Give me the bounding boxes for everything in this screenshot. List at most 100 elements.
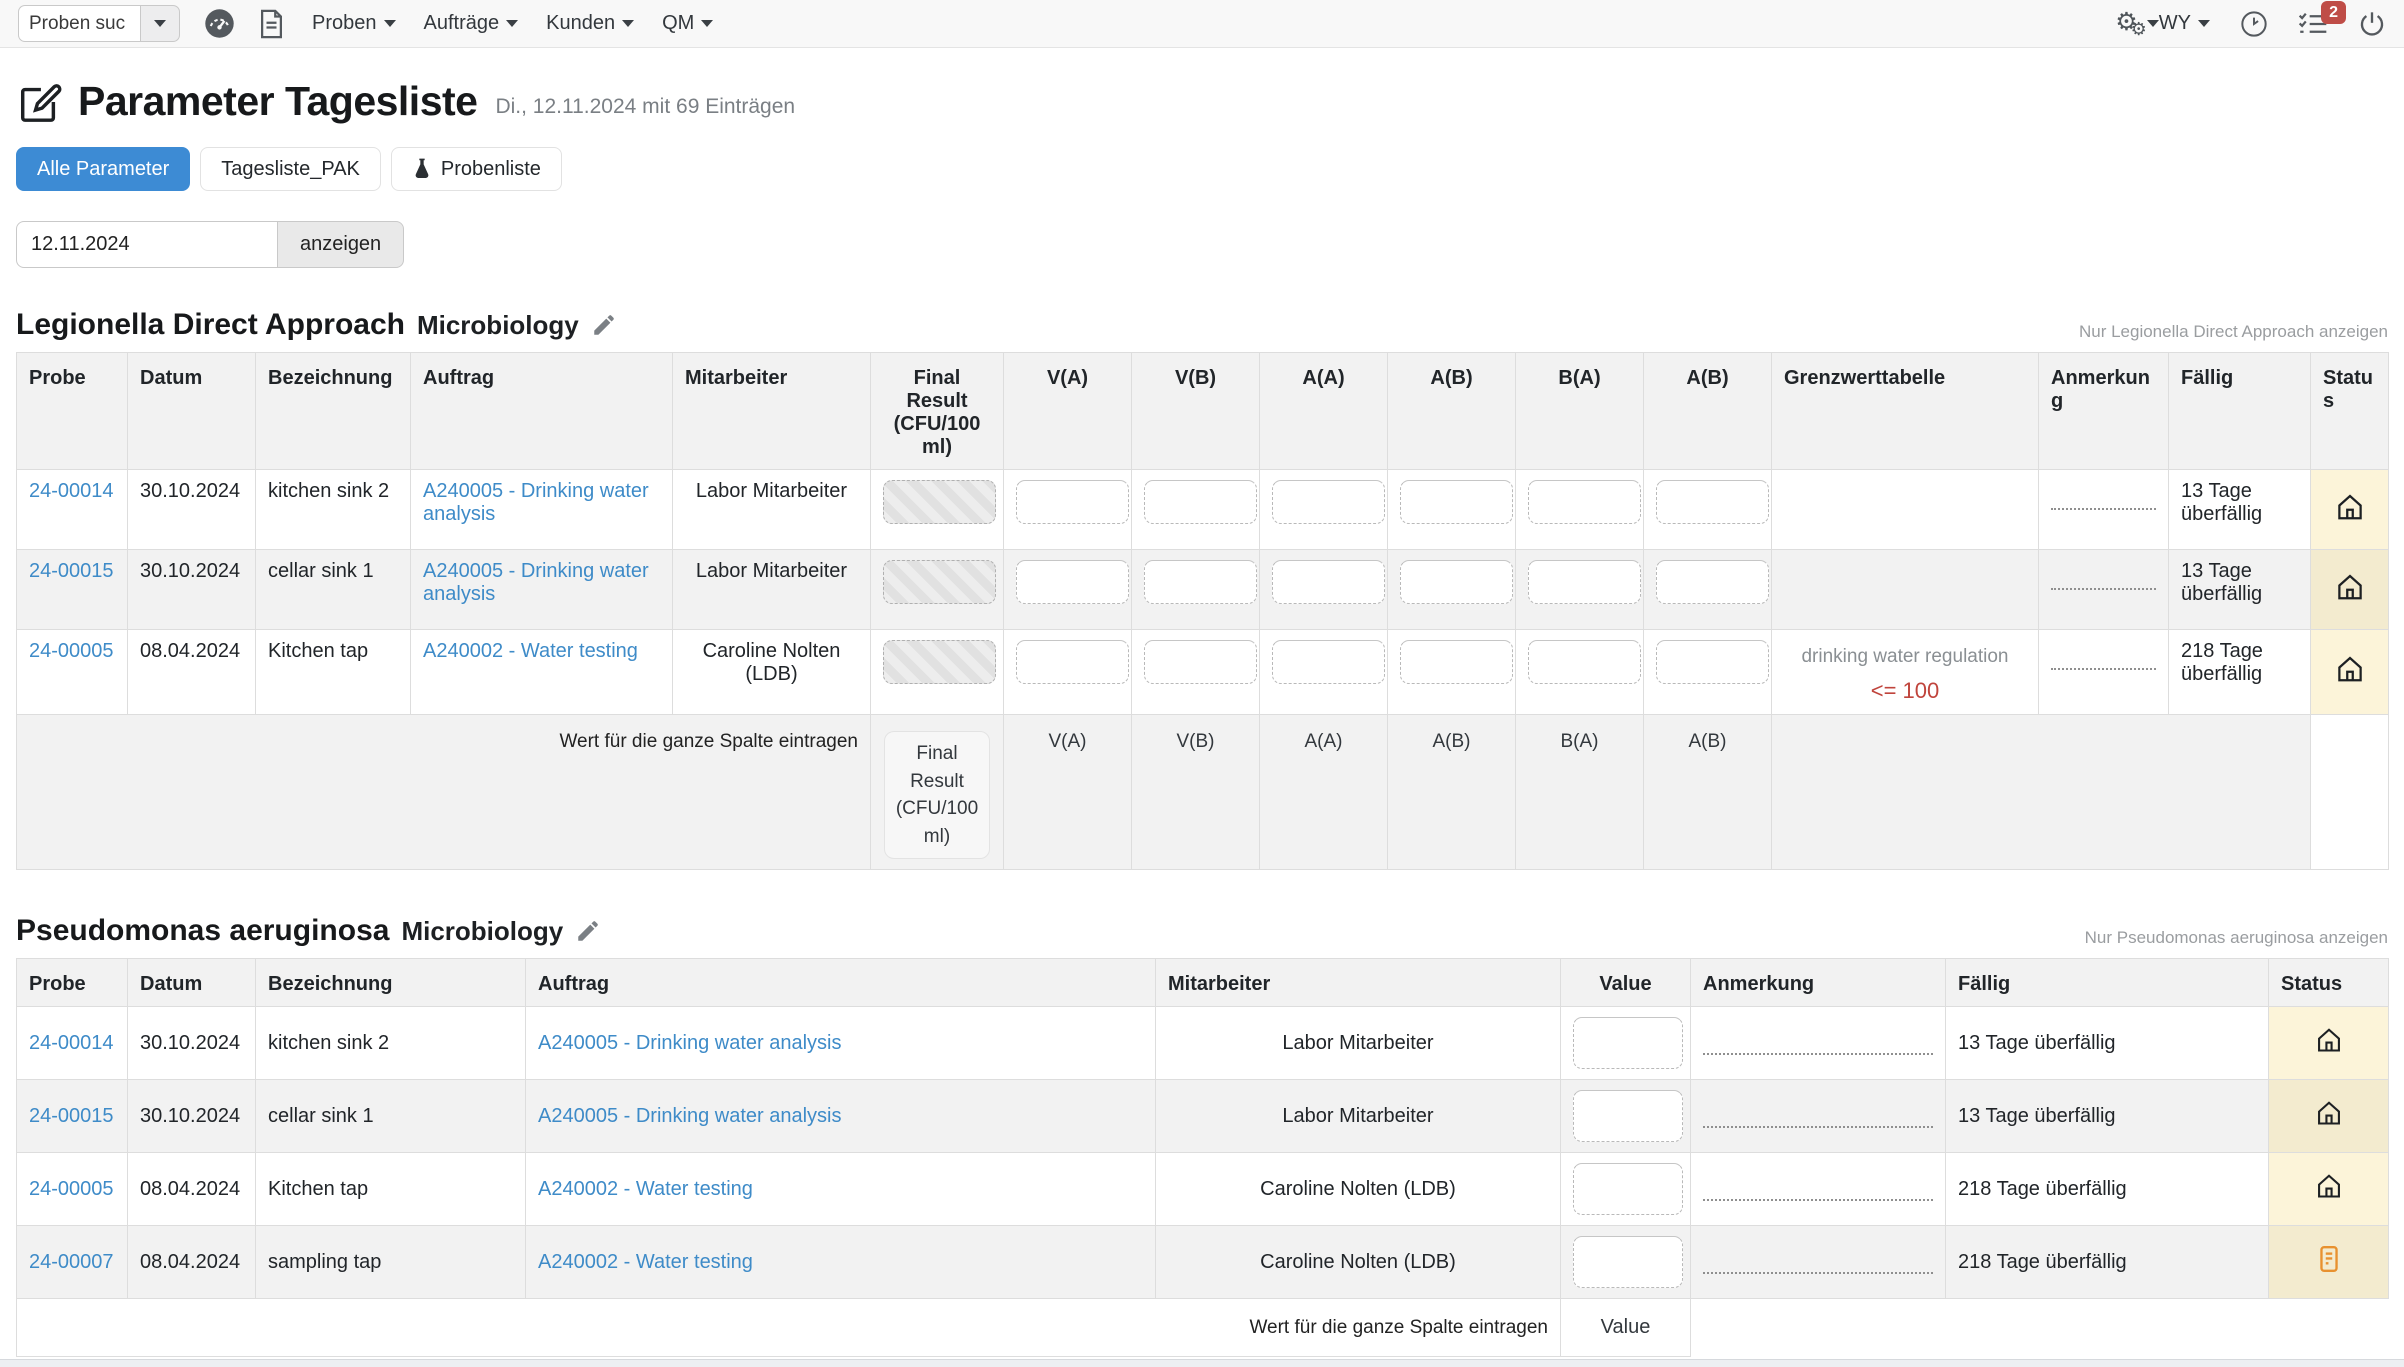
probe-link[interactable]: 24-00014 — [29, 480, 114, 502]
probe-link[interactable]: 24-00005 — [29, 1177, 114, 1200]
report-button[interactable] — [259, 9, 284, 39]
all-parameters-button[interactable]: Alle Parameter — [16, 147, 191, 191]
edit-title-icon[interactable] — [16, 79, 62, 125]
va-input[interactable] — [1016, 640, 1129, 684]
edit-section-icon[interactable] — [591, 312, 617, 338]
search-dropdown-button[interactable] — [140, 5, 180, 42]
col-va: V(A) — [1003, 352, 1132, 470]
grenzwert-limit-link[interactable]: <= 100 — [1870, 678, 1940, 703]
ab-input[interactable] — [1400, 560, 1513, 604]
fill-value-button[interactable]: Value — [1600, 1316, 1651, 1339]
menu-kunden[interactable]: Kunden — [546, 12, 635, 35]
anmerkung-editable[interactable] — [2051, 508, 2156, 510]
mitarbeiter-cell: Caroline Nolten (LDB) — [1155, 1152, 1561, 1227]
bezeichnung-cell: cellar sink 1 — [255, 1079, 526, 1154]
status-cell[interactable] — [2310, 469, 2389, 550]
status-cell[interactable] — [2268, 1152, 2389, 1227]
anmerkung-editable[interactable] — [1703, 1272, 1933, 1275]
ab2-input[interactable] — [1656, 560, 1769, 604]
caret-down-icon — [383, 20, 396, 27]
filter-link-pseudomonas[interactable]: Nur Pseudomonas aeruginosa anzeigen — [2084, 928, 2388, 948]
ba-input[interactable] — [1528, 560, 1641, 604]
auftrag-link[interactable]: A240002 - Water testing — [538, 1250, 753, 1273]
auftrag-link[interactable]: A240002 - Water testing — [538, 1177, 753, 1200]
fill-ab-button[interactable]: A(B) — [1387, 713, 1516, 871]
dashboard-button[interactable] — [204, 8, 235, 39]
aa-input[interactable] — [1272, 480, 1385, 524]
auftrag-link[interactable]: A240005 - Drinking water analysis — [423, 480, 649, 525]
anmerkung-editable[interactable] — [1703, 1199, 1933, 1202]
col-mitarbeiter: Mitarbeiter — [672, 352, 871, 470]
col-auftrag: Auftrag — [525, 958, 1156, 1008]
anmerkung-editable[interactable] — [1703, 1053, 1933, 1056]
menu-proben[interactable]: Proben — [312, 12, 396, 35]
vb-input[interactable] — [1144, 480, 1257, 524]
house-icon — [2315, 1099, 2343, 1127]
fill-final-result-button[interactable]: Final Result (CFU/100 ml) — [884, 731, 990, 860]
anmerkung-editable[interactable] — [2051, 588, 2156, 590]
grenzwert-name: drinking water regulation — [1801, 646, 2009, 667]
auftrag-link[interactable]: A240002 - Water testing — [423, 640, 638, 662]
fill-ab2-button[interactable]: A(B) — [1643, 713, 1772, 871]
anmerkung-editable[interactable] — [2051, 668, 2156, 670]
col-status: Status — [2268, 958, 2389, 1008]
probe-link[interactable]: 24-00015 — [29, 1104, 114, 1127]
value-input[interactable] — [1573, 1163, 1683, 1216]
status-cell[interactable] — [2310, 549, 2389, 630]
menu-proben-label: Proben — [312, 12, 377, 34]
edit-section-icon[interactable] — [575, 918, 601, 944]
logout-button[interactable] — [2358, 10, 2386, 38]
history-button[interactable] — [2240, 10, 2268, 38]
auftrag-link[interactable]: A240005 - Drinking water analysis — [423, 560, 649, 605]
aa-input[interactable] — [1272, 640, 1385, 684]
probe-link[interactable]: 24-00015 — [29, 560, 114, 582]
auftrag-link[interactable]: A240005 - Drinking water analysis — [538, 1104, 842, 1127]
datum-cell: 30.10.2024 — [127, 549, 256, 630]
filter-link-legionella[interactable]: Nur Legionella Direct Approach anzeigen — [2078, 322, 2388, 341]
anzeigen-button[interactable]: anzeigen — [278, 221, 405, 268]
faellig-cell: 13 Tage überfällig — [2168, 469, 2311, 550]
user-menu[interactable]: WY — [2159, 12, 2210, 35]
ba-input[interactable] — [1528, 640, 1641, 684]
fill-ba-button[interactable]: B(A) — [1515, 713, 1644, 871]
value-input[interactable] — [1573, 1236, 1683, 1289]
datum-cell: 30.10.2024 — [127, 469, 256, 550]
aa-input[interactable] — [1272, 560, 1385, 604]
ab-input[interactable] — [1400, 640, 1513, 684]
probe-link[interactable]: 24-00007 — [29, 1250, 114, 1273]
fill-aa-button[interactable]: A(A) — [1259, 713, 1388, 871]
anmerkung-editable[interactable] — [1703, 1126, 1933, 1129]
menu-qm-label: QM — [662, 12, 695, 34]
va-input[interactable] — [1016, 560, 1129, 604]
probe-link[interactable]: 24-00005 — [29, 640, 114, 662]
user-initials: WY — [2158, 12, 2191, 34]
date-input[interactable] — [16, 221, 278, 268]
ab-input[interactable] — [1400, 480, 1513, 524]
ab2-input[interactable] — [1656, 480, 1769, 524]
search-input[interactable] — [18, 5, 140, 42]
tasks-button[interactable]: 2 — [2298, 0, 2346, 37]
ba-input[interactable] — [1528, 480, 1641, 524]
fill-va-button[interactable]: V(A) — [1003, 713, 1132, 871]
tagesliste-pak-label: Tagesliste_PAK — [221, 157, 360, 180]
status-cell[interactable] — [2268, 1225, 2389, 1300]
menu-auftraege[interactable]: Aufträge — [424, 12, 519, 35]
menu-qm[interactable]: QM — [662, 12, 714, 35]
value-input[interactable] — [1573, 1017, 1683, 1070]
ab2-input[interactable] — [1656, 640, 1769, 684]
status-cell[interactable] — [2268, 1079, 2389, 1154]
auftrag-link[interactable]: A240005 - Drinking water analysis — [538, 1031, 842, 1054]
probenliste-button[interactable]: Probenliste — [390, 147, 562, 191]
probe-link[interactable]: 24-00014 — [29, 1031, 114, 1054]
vb-input[interactable] — [1144, 640, 1257, 684]
tagesliste-pak-button[interactable]: Tagesliste_PAK — [200, 147, 381, 191]
status-cell[interactable] — [2310, 629, 2389, 715]
va-input[interactable] — [1016, 480, 1129, 524]
vb-input[interactable] — [1144, 560, 1257, 604]
mitarbeiter-cell: Labor Mitarbeiter — [1155, 1006, 1561, 1081]
value-input[interactable] — [1573, 1090, 1683, 1143]
fill-vb-button[interactable]: V(B) — [1131, 713, 1260, 871]
settings-menu[interactable]: ⚙⚙ — [2115, 9, 2159, 38]
bezeichnung-cell: cellar sink 1 — [255, 549, 411, 630]
status-cell[interactable] — [2268, 1006, 2389, 1081]
